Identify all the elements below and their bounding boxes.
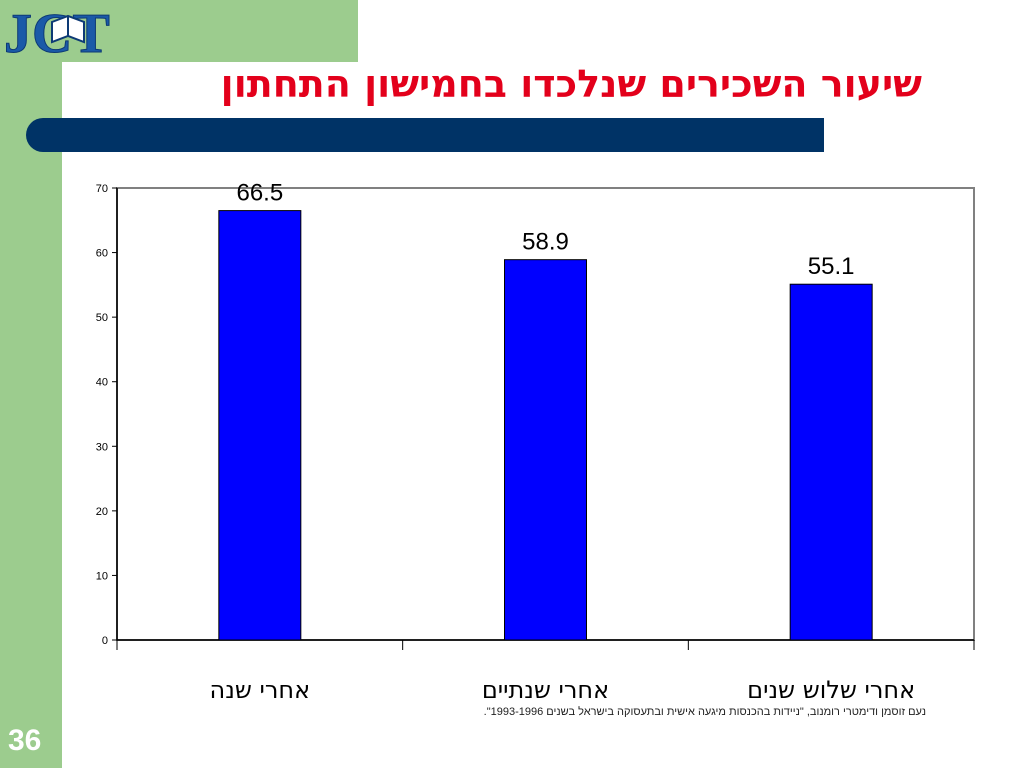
y-tick-label: 40: [96, 377, 108, 389]
y-tick-label: 30: [96, 441, 108, 453]
x-tick-label: אחרי שלוש שנים: [747, 676, 915, 698]
x-tick-label: אחרי שנה: [210, 676, 311, 698]
y-tick-label: 60: [96, 248, 108, 260]
data-label: 55.1: [808, 253, 855, 280]
y-tick-label: 70: [96, 183, 108, 195]
slide-title: שיעור השכירים שנלכדו בחמישון התחתון: [220, 62, 922, 106]
content-corner: [62, 62, 172, 172]
bar: [504, 259, 587, 641]
y-tick-label: 50: [96, 312, 108, 324]
x-tick-label: אחרי שנתיים: [482, 676, 609, 698]
left-sidebar: [0, 0, 62, 768]
jct-logo-text: JCT: [4, 3, 110, 60]
y-tick-label: 0: [102, 635, 108, 647]
title-underline-bar: [26, 118, 824, 152]
book-icon: [51, 14, 85, 44]
jct-logo: JCT: [4, 3, 111, 61]
data-label: 66.5: [236, 180, 283, 207]
bar: [789, 283, 873, 641]
slide-number: 36: [8, 724, 42, 757]
y-tick-label: 10: [96, 570, 108, 582]
bar-chart: 0 10 20 30 40 50 60 70 66.5 אחרי שנה 58.9 אחרי שנתי…: [96, 180, 975, 698]
y-tick-label: 20: [96, 506, 108, 518]
bar: [218, 210, 302, 641]
data-label: 58.9: [522, 229, 569, 256]
source-note: נעם זוסמן ודימטרי רומנוב, "ניידות בהכנסו…: [483, 706, 926, 718]
